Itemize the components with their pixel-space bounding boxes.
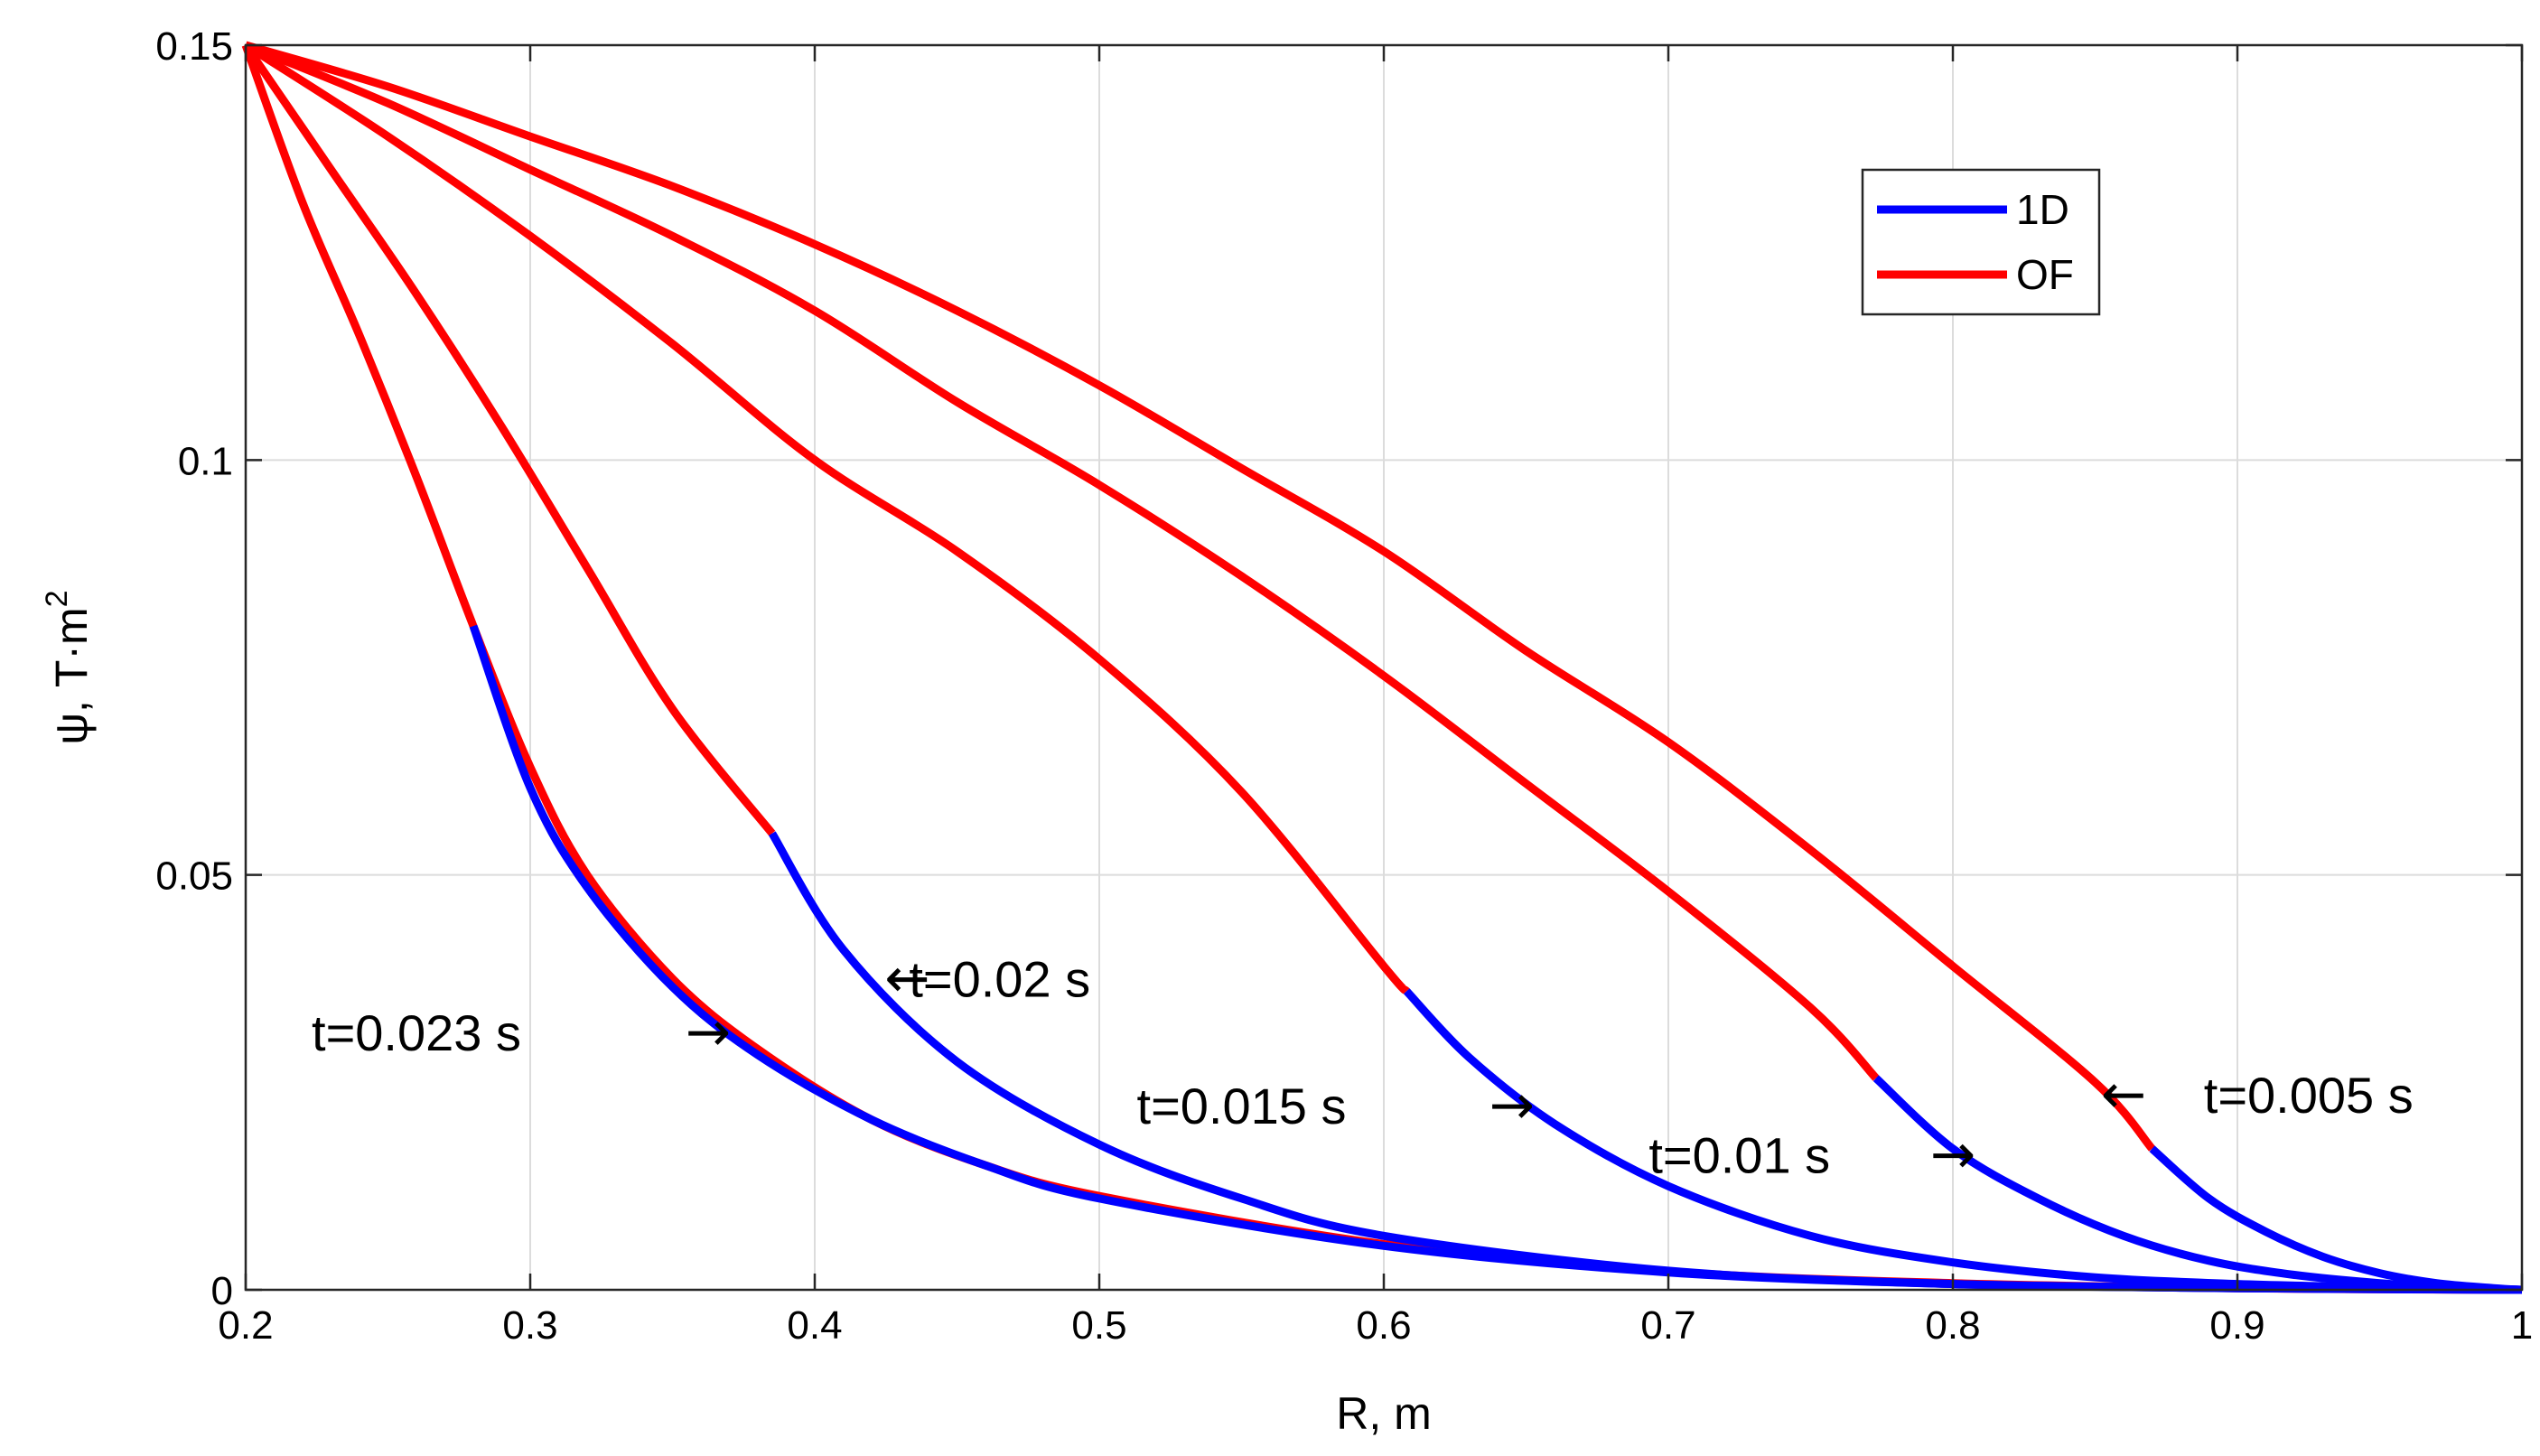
curve-annotation: t=0.015 s: [1137, 1078, 1347, 1134]
y-axis-label-text: ψ, T·m: [46, 607, 97, 744]
curve-annotation: t=0.023 s: [312, 1004, 521, 1061]
series-of-t-0-015-s: [243, 42, 1410, 994]
curve-annotation: t=0.01 s: [1648, 1126, 1830, 1183]
x-tick-label: 0.6: [1356, 1303, 1411, 1348]
series-of-t-0-01-s: [244, 41, 1880, 1081]
svg-text:ψ, T·m2: ψ, T·m2: [40, 590, 97, 744]
y-axis-label: ψ, T·m2: [40, 590, 97, 744]
curve-annotation: t=0.005 s: [2204, 1067, 2414, 1124]
series-lines: [241, 41, 2523, 1294]
annotation-arrow: →: [686, 1001, 731, 1064]
legend-label-of: OF: [2016, 251, 2074, 298]
x-axis-label: R, m: [1336, 1388, 1432, 1439]
series-of-t-0-02-s: [242, 42, 776, 836]
x-tick-label: 0.2: [218, 1303, 273, 1348]
annotation-arrow: →: [1489, 1074, 1535, 1137]
curve-annotation: t=0.02 s: [909, 951, 1090, 1008]
annotation-arrow: ←: [884, 947, 929, 1011]
x-tick-label: 0.3: [502, 1303, 557, 1348]
legend: 1D OF: [1861, 168, 2101, 316]
axis-ticks: 0.2 0.3 0.4 0.5 0.6 0.7 0.8 0.9 1 0 0.05 0.1 0.15: [155, 24, 2533, 1348]
series-1d-t-0-023-s: [469, 624, 2523, 1294]
y-axis-label-exponent: 2: [40, 590, 74, 607]
series-of-t-0-005-s: [244, 41, 2155, 1152]
y-tick-label: 0.1: [178, 439, 233, 483]
legend-box: [1861, 168, 2101, 316]
x-tick-label: 0.8: [1925, 1303, 1980, 1348]
annotation-arrow: →: [1930, 1123, 1975, 1186]
y-tick-label: 0.15: [155, 24, 233, 69]
x-tick-label: 0.4: [787, 1303, 842, 1348]
x-tick-label: 0.5: [1071, 1303, 1126, 1348]
x-tick-label: 1: [2511, 1303, 2533, 1348]
annotation-arrow: ←: [2101, 1063, 2146, 1126]
y-tick-label: 0.05: [155, 854, 233, 899]
y-tick-label: 0: [211, 1269, 233, 1313]
curve-annotations: t=0.023 s t=0.02 s t=0.015 s t=0.01 s t=0.00…: [312, 947, 2414, 1187]
legend-label-1d: 1D: [2016, 186, 2069, 233]
x-tick-label: 0.9: [2209, 1303, 2265, 1348]
x-tick-label: 0.7: [1640, 1303, 1695, 1348]
